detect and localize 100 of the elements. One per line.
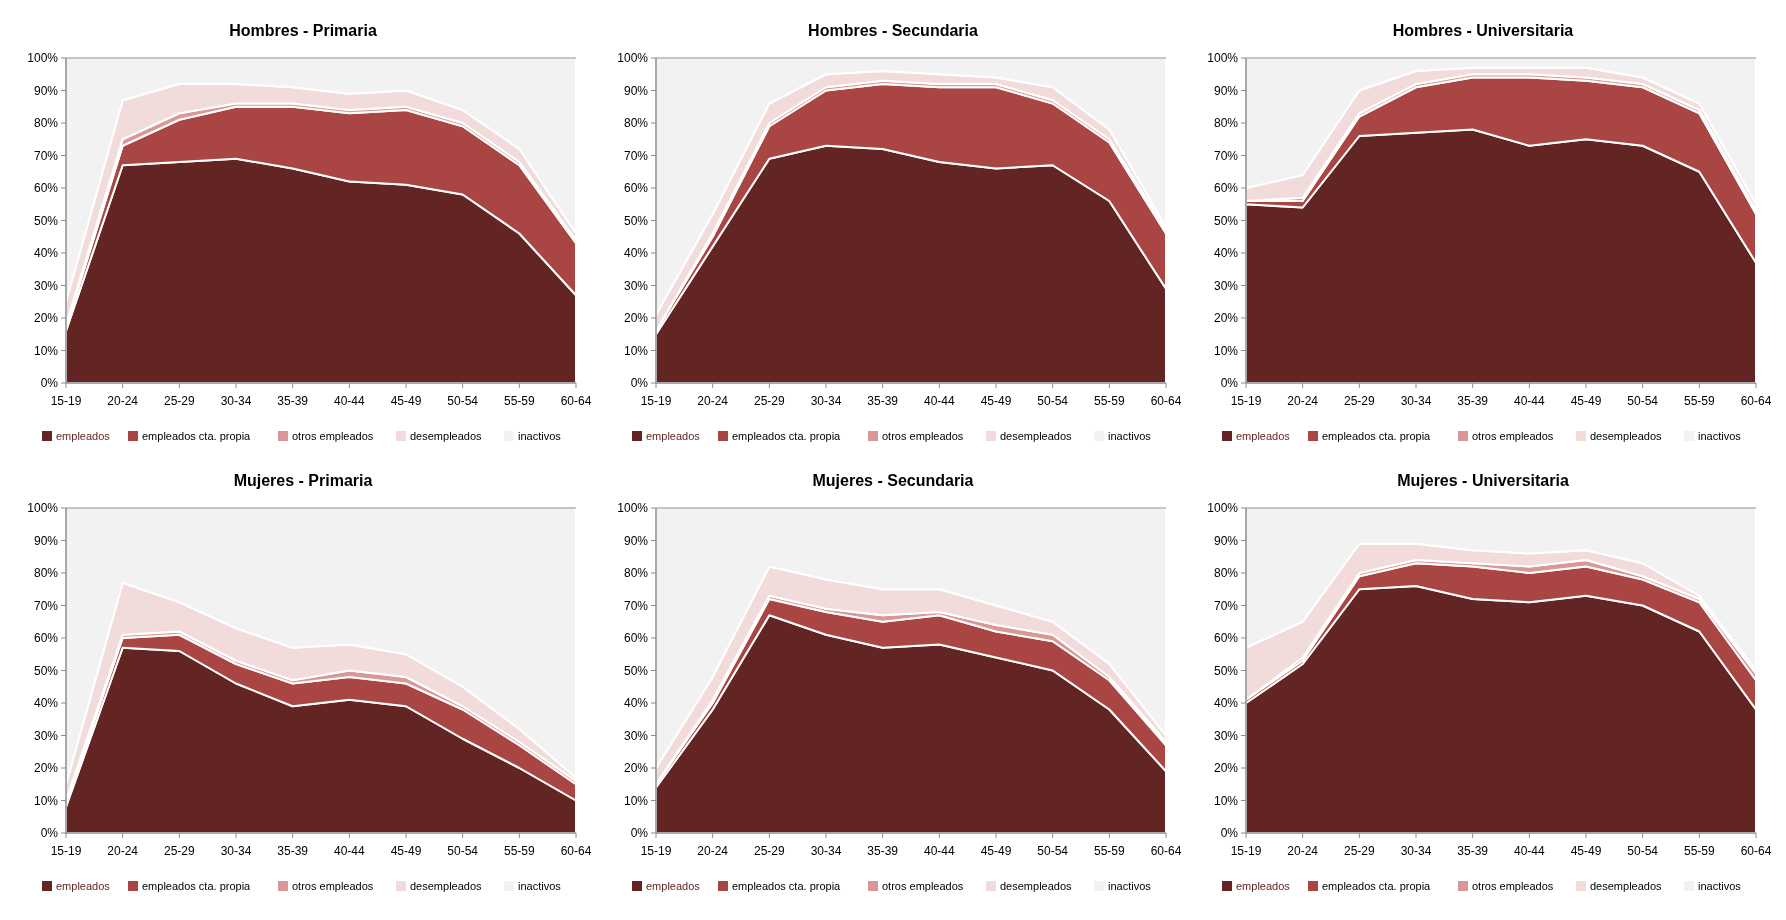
x-tick-label: 40-44 (333, 844, 365, 858)
y-tick-label: 60% (33, 181, 59, 196)
y-tick-label: 70% (623, 598, 649, 613)
legend-label: otros empleados (292, 879, 374, 892)
legend-label: empleados cta. propia (1322, 429, 1432, 442)
x-tick-label: 20-24 (697, 394, 729, 408)
y-tick-label: 0% (630, 376, 649, 391)
x-tick-label: 25-29 (163, 394, 195, 408)
text: empleados (646, 429, 701, 442)
x-tick-label: 55-59 (503, 394, 535, 408)
x-tick-label: 60-64 (560, 394, 592, 408)
y-tick-label: 80% (33, 116, 59, 131)
y-tick-label: 80% (1213, 116, 1239, 131)
x-tick-label: 40-44 (923, 844, 955, 858)
y-tick-label: 10% (623, 793, 649, 808)
x-tick-label: 40-44 (1513, 844, 1545, 858)
y-tick-label: 100% (617, 501, 649, 516)
x-tick-label: 60-64 (1740, 844, 1772, 858)
x-tick-label: 25-29 (753, 844, 785, 858)
x-tick-label: 30-34 (810, 394, 842, 408)
legend-label: empleados (56, 879, 111, 892)
y-tick-label: 60% (1213, 631, 1239, 646)
legend-label: otros empleados (882, 429, 964, 442)
text: empleados (646, 879, 701, 892)
y-tick-label: 60% (623, 181, 649, 196)
x-tick-label: 55-59 (1093, 844, 1125, 858)
x-tick-label: 55-59 (1093, 394, 1125, 408)
y-tick-label: 90% (1213, 83, 1239, 98)
x-tick-label: 20-24 (1287, 844, 1319, 858)
x-tick-label: 50-54 (1037, 394, 1069, 408)
y-tick-label: 20% (1213, 311, 1239, 326)
chart-title: Hombres - Secundaria (808, 22, 979, 39)
y-tick-label: 100% (27, 51, 59, 66)
y-tick-label: 10% (33, 793, 59, 808)
x-tick-label: 25-29 (753, 394, 785, 408)
y-tick-label: 60% (33, 631, 59, 646)
x-tick-label: 45-49 (1570, 844, 1602, 858)
chart-title: Mujeres - Secundaria (812, 472, 974, 489)
legend-label: empleados cta. propia (1322, 879, 1432, 892)
y-tick-label: 30% (1213, 728, 1239, 743)
x-tick-label: 45-49 (980, 844, 1012, 858)
x-tick-label: 40-44 (1513, 394, 1545, 408)
legend-label: otros empleados (292, 429, 374, 442)
legend-label: desempleados (410, 879, 483, 892)
legend-label: desempleados (410, 429, 483, 442)
x-tick-label: 35-39 (867, 844, 899, 858)
y-tick-label: 40% (33, 246, 59, 261)
y-tick-label: 80% (623, 566, 649, 581)
y-tick-label: 10% (623, 343, 649, 358)
y-tick-label: 80% (1213, 566, 1239, 581)
x-tick-label: 55-59 (1683, 844, 1715, 858)
x-tick-label: 20-24 (697, 844, 729, 858)
legend-label: empleados cta. propia (142, 879, 252, 892)
y-tick-label: 0% (40, 826, 59, 841)
y-tick-label: 0% (1220, 826, 1239, 841)
y-tick-label: 20% (623, 311, 649, 326)
y-tick-label: 10% (1213, 343, 1239, 358)
x-tick-label: 40-44 (333, 394, 365, 408)
legend-label: desempleados (1590, 879, 1663, 892)
y-tick-label: 10% (1213, 793, 1239, 808)
chart-title: Mujeres - Primaria (233, 472, 373, 489)
x-tick-label: 15-19 (50, 844, 82, 858)
y-tick-label: 80% (33, 566, 59, 581)
legend-label: inactivos (1698, 879, 1742, 892)
legend-label: desempleados (1590, 429, 1663, 442)
y-tick-label: 70% (33, 148, 59, 163)
x-tick-label: 20-24 (107, 394, 139, 408)
y-tick-label: 90% (1213, 533, 1239, 548)
x-tick-label: 35-39 (277, 394, 309, 408)
x-tick-label: 50-54 (1627, 394, 1659, 408)
y-tick-label: 30% (33, 278, 59, 293)
x-tick-label: 45-49 (390, 844, 422, 858)
y-tick-label: 100% (617, 51, 649, 66)
text: empleados (56, 429, 111, 442)
legend-label: empleados cta. propia (732, 879, 842, 892)
y-tick-label: 100% (1207, 501, 1239, 516)
x-tick-label: 25-29 (163, 844, 195, 858)
x-tick-label: 15-19 (1230, 844, 1262, 858)
x-tick-label: 25-29 (1343, 394, 1375, 408)
y-tick-label: 50% (33, 213, 59, 228)
x-tick-label: 30-34 (1400, 844, 1432, 858)
y-tick-label: 50% (623, 663, 649, 678)
y-tick-label: 90% (33, 83, 59, 98)
x-tick-label: 15-19 (640, 394, 672, 408)
y-tick-label: 20% (623, 761, 649, 776)
legend-label: inactivos (1108, 879, 1152, 892)
x-tick-label: 35-39 (277, 844, 309, 858)
y-tick-label: 20% (1213, 761, 1239, 776)
x-tick-label: 15-19 (1230, 394, 1262, 408)
x-tick-label: 60-64 (1150, 844, 1182, 858)
y-tick-label: 70% (1213, 598, 1239, 613)
legend-label: empleados cta. propia (142, 429, 252, 442)
legend-label: desempleados (1000, 429, 1073, 442)
y-tick-label: 80% (623, 116, 649, 131)
y-tick-label: 60% (623, 631, 649, 646)
x-tick-label: 55-59 (1683, 394, 1715, 408)
legend-label: inactivos (518, 879, 562, 892)
chart-title: Hombres - Universitaria (1392, 22, 1574, 39)
y-tick-label: 50% (623, 213, 649, 228)
x-tick-label: 50-54 (447, 394, 479, 408)
